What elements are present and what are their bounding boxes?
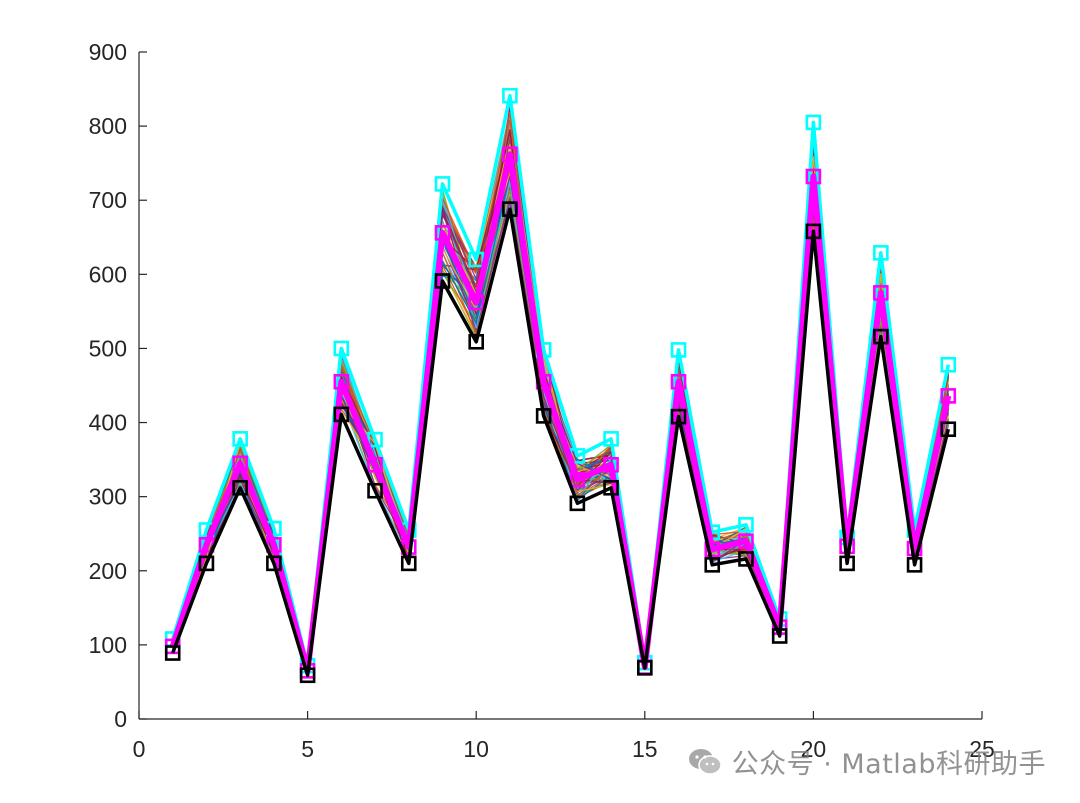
data-point-upper: [603, 431, 619, 447]
data-point-upper: [805, 114, 822, 131]
data-point-lower: [569, 495, 586, 512]
data-point-upper: [333, 340, 350, 357]
data-point-middle: [468, 294, 485, 311]
data-point-middle: [367, 456, 383, 473]
x-tick-label: 15: [632, 736, 658, 762]
data-point-upper: [940, 356, 957, 373]
data-point-lower: [771, 628, 788, 644]
data-point-lower: [367, 482, 383, 499]
wechat-icon: [688, 748, 722, 775]
data-point-upper: [502, 87, 518, 104]
data-point-lower: [535, 408, 552, 424]
y-tick-label: 800: [89, 113, 127, 139]
y-tick-label: 400: [89, 410, 127, 436]
data-point-lower: [805, 223, 822, 240]
data-point-middle: [873, 285, 889, 301]
y-tick-label: 500: [89, 335, 127, 361]
watermark-text: 公众号 · Matlab科研助手: [731, 749, 1046, 780]
data-point-lower: [738, 551, 754, 567]
data-point-middle: [603, 456, 619, 473]
data-point-upper: [670, 342, 687, 358]
data-point-lower: [502, 201, 518, 217]
y-tick-label: 300: [89, 484, 127, 510]
data-point-middle: [940, 388, 957, 404]
x-tick-label: 0: [133, 736, 146, 762]
data-point-middle: [232, 455, 248, 472]
data-point-lower: [670, 408, 687, 425]
data-point-upper: [232, 431, 248, 447]
data-point-middle: [434, 225, 451, 241]
data-point-lower: [873, 328, 889, 345]
data-point-lower: [940, 421, 957, 438]
data-point-lower: [400, 555, 417, 572]
series-group: [164, 87, 957, 684]
data-point-lower: [468, 333, 485, 350]
data-point-upper: [873, 245, 889, 261]
y-tick-label: 700: [89, 187, 127, 213]
data-point-upper: [434, 176, 451, 192]
y-tick-label: 100: [89, 632, 127, 658]
data-point-middle: [670, 373, 687, 390]
data-point-middle: [805, 168, 822, 185]
data-point-middle: [502, 146, 518, 163]
data-point-lower: [198, 555, 215, 572]
y-tick-label: 600: [89, 261, 127, 287]
watermark: 公众号 · Matlab科研助手: [688, 742, 1046, 781]
axes: [138, 51, 983, 720]
x-tick-label: 5: [301, 736, 314, 762]
data-point-lower: [299, 667, 316, 684]
data-point-middle: [738, 533, 754, 549]
data-point-lower: [636, 660, 653, 676]
data-point-lower: [333, 406, 350, 423]
data-point-lower: [164, 645, 181, 661]
data-point-lower: [704, 557, 721, 573]
y-tick-label: 900: [89, 39, 127, 65]
x-tick-label: 20: [801, 736, 827, 762]
series-line-lower: [171, 207, 950, 678]
data-point-upper: [367, 431, 383, 448]
x-tick-label: 10: [463, 736, 489, 762]
y-tick-label: 0: [114, 706, 127, 732]
data-point-middle: [704, 541, 721, 558]
data-point-lower: [839, 555, 855, 572]
data-point-middle: [333, 373, 350, 390]
tick-labels: 0 5 10 15 20 25 0 100 200 300 400 500 600 700 800 900: [89, 39, 995, 762]
data-point-lower: [434, 273, 451, 289]
data-point-lower: [603, 479, 619, 496]
data-point-upper: [738, 517, 754, 533]
x-tick-label: 25: [969, 736, 995, 762]
data-point-lower: [906, 557, 923, 573]
data-point-upper: [468, 251, 485, 268]
data-point-lower: [232, 479, 248, 496]
data-point-middle: [569, 471, 586, 488]
data-point-lower: [266, 555, 282, 572]
y-tick-label: 200: [89, 558, 127, 584]
